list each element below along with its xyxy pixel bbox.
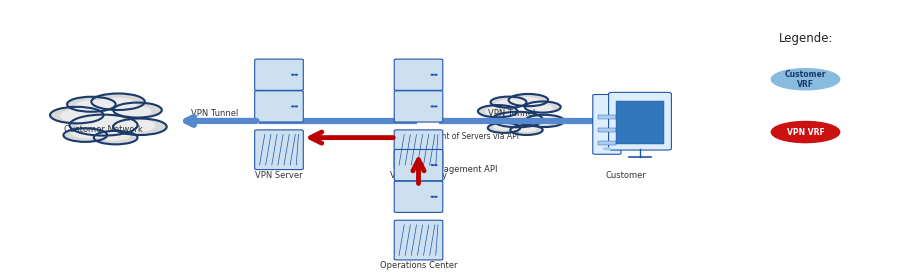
Text: VPN Gateway: VPN Gateway bbox=[390, 171, 447, 180]
Circle shape bbox=[75, 101, 112, 112]
Text: Operations Center: Operations Center bbox=[380, 261, 457, 270]
FancyBboxPatch shape bbox=[394, 59, 443, 90]
Circle shape bbox=[488, 123, 520, 133]
Circle shape bbox=[113, 103, 162, 118]
Circle shape bbox=[526, 104, 553, 112]
Text: VPN Server: VPN Server bbox=[256, 171, 302, 180]
Circle shape bbox=[525, 115, 564, 127]
FancyBboxPatch shape bbox=[598, 115, 616, 119]
Circle shape bbox=[95, 98, 136, 111]
Circle shape bbox=[50, 107, 104, 123]
FancyBboxPatch shape bbox=[394, 130, 443, 170]
Text: Customer: Customer bbox=[605, 171, 646, 180]
FancyBboxPatch shape bbox=[394, 150, 443, 181]
Circle shape bbox=[78, 116, 129, 132]
FancyBboxPatch shape bbox=[593, 95, 621, 154]
Circle shape bbox=[771, 121, 840, 143]
Circle shape bbox=[92, 93, 145, 110]
FancyBboxPatch shape bbox=[394, 91, 443, 122]
Circle shape bbox=[510, 125, 543, 135]
Circle shape bbox=[497, 100, 524, 108]
Circle shape bbox=[97, 130, 130, 140]
Circle shape bbox=[478, 105, 518, 117]
FancyBboxPatch shape bbox=[598, 141, 616, 145]
Text: Customer
VRF: Customer VRF bbox=[785, 70, 826, 89]
Circle shape bbox=[492, 112, 543, 127]
Circle shape bbox=[60, 110, 101, 122]
Circle shape bbox=[431, 106, 434, 107]
Circle shape bbox=[604, 148, 610, 150]
FancyBboxPatch shape bbox=[608, 92, 671, 150]
Circle shape bbox=[499, 113, 536, 125]
Circle shape bbox=[771, 69, 840, 90]
Circle shape bbox=[295, 106, 297, 107]
Text: Legende:: Legende: bbox=[778, 33, 833, 45]
FancyBboxPatch shape bbox=[255, 59, 303, 90]
Circle shape bbox=[486, 107, 516, 116]
Circle shape bbox=[113, 118, 166, 135]
Circle shape bbox=[63, 128, 107, 142]
Circle shape bbox=[68, 97, 115, 112]
Circle shape bbox=[69, 115, 138, 136]
Circle shape bbox=[435, 106, 436, 107]
Circle shape bbox=[72, 128, 104, 138]
FancyBboxPatch shape bbox=[394, 181, 443, 212]
Text: VPN Tunnel: VPN Tunnel bbox=[488, 109, 535, 118]
Circle shape bbox=[292, 106, 294, 107]
Circle shape bbox=[512, 98, 542, 107]
Circle shape bbox=[513, 124, 537, 131]
FancyBboxPatch shape bbox=[255, 91, 303, 122]
Circle shape bbox=[508, 94, 548, 106]
Circle shape bbox=[114, 120, 155, 132]
Circle shape bbox=[114, 106, 150, 117]
FancyBboxPatch shape bbox=[255, 130, 303, 170]
FancyBboxPatch shape bbox=[616, 101, 663, 144]
FancyBboxPatch shape bbox=[598, 128, 616, 132]
Circle shape bbox=[491, 97, 526, 108]
Circle shape bbox=[525, 101, 561, 113]
Text: Customer Network: Customer Network bbox=[64, 125, 143, 134]
Text: VPN VRF: VPN VRF bbox=[787, 128, 824, 136]
Text: Internet: Internet bbox=[496, 116, 530, 125]
Circle shape bbox=[526, 115, 555, 125]
FancyBboxPatch shape bbox=[394, 220, 443, 260]
Text: Management API: Management API bbox=[426, 165, 497, 174]
Circle shape bbox=[94, 131, 138, 144]
Text: Management of Servers via API: Management of Servers via API bbox=[399, 132, 518, 141]
Text: VPN Tunnel: VPN Tunnel bbox=[191, 109, 238, 118]
Circle shape bbox=[494, 122, 518, 130]
